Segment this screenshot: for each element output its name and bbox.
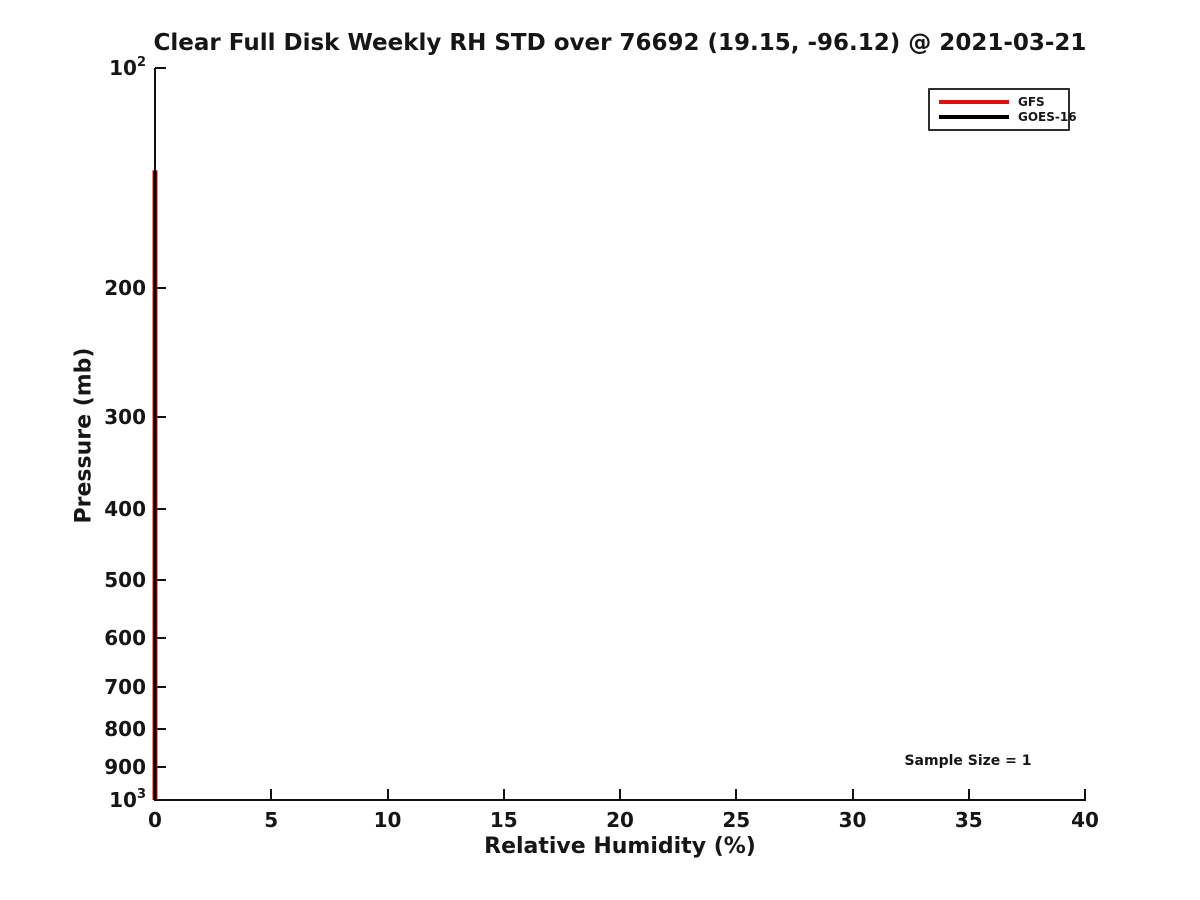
sample-size-annotation: Sample Size = 1 (904, 753, 1032, 769)
y-tick-exponent: 2 (136, 55, 146, 70)
y-tick-mark (155, 287, 166, 290)
y-tick-mark (155, 765, 166, 768)
y-tick-mark (155, 507, 166, 510)
y-tick-label: 700 (104, 674, 146, 699)
y-tick-label: 900 (104, 754, 146, 779)
x-tick-mark (851, 789, 854, 800)
x-tick-mark (1084, 789, 1086, 800)
x-tick-mark (735, 789, 738, 800)
x-tick-label: 20 (606, 808, 634, 832)
x-tick-mark (270, 789, 273, 800)
y-tick-label: 400 (104, 496, 146, 521)
x-tick-label: 40 (1071, 808, 1099, 832)
y-tick-base: 10 (109, 788, 137, 812)
y-tick-label: 800 (104, 717, 146, 742)
y-tick-label: 300 (104, 405, 146, 430)
x-tick-mark (967, 789, 970, 800)
x-tick-label: 35 (954, 808, 983, 832)
legend-row-goes16: GOES-16 (939, 109, 1077, 124)
x-tick-label: 10 (373, 808, 402, 832)
x-tick-mark (619, 789, 621, 800)
y-tick-label: 102 (26, 56, 146, 78)
y-tick-label: 103 (26, 788, 146, 810)
x-tick-label: 30 (838, 808, 867, 832)
y-tick-mark (155, 578, 166, 581)
x-tick-label: 15 (489, 808, 518, 832)
y-tick-mark (155, 685, 166, 688)
goes16-line-swatch (939, 114, 1009, 119)
y-tick-mark (155, 728, 166, 731)
x-tick-mark (386, 789, 389, 800)
y-tick-base: 10 (109, 56, 137, 80)
x-tick-label: 0 (148, 808, 162, 832)
y-tick-mark (155, 67, 166, 69)
y-tick-mark (155, 799, 166, 801)
y-tick-mark (155, 416, 166, 419)
x-tick-label: 5 (264, 808, 279, 832)
y-tick-label: 500 (104, 567, 146, 592)
legend-label-gfs: GFS (1018, 94, 1045, 109)
y-tick-label: 200 (104, 276, 146, 301)
x-axis-spine (154, 799, 1086, 801)
y-tick-label: 600 (104, 625, 146, 650)
y-tick-mark (155, 636, 166, 639)
x-tick-label: 25 (722, 808, 751, 832)
legend: GFS GOES-16 (928, 88, 1077, 131)
x-tick-mark (502, 789, 505, 800)
legend-label-goes16: GOES-16 (1018, 109, 1077, 124)
chart-title: Clear Full Disk Weekly RH STD over 76692… (153, 30, 1087, 56)
y-tick-exponent: 3 (136, 787, 146, 802)
gfs-line-swatch (939, 99, 1009, 104)
y-axis-spine (154, 68, 156, 801)
legend-row-gfs: GFS (939, 94, 1059, 109)
x-axis-label: Relative Humidity (%) (484, 834, 756, 859)
